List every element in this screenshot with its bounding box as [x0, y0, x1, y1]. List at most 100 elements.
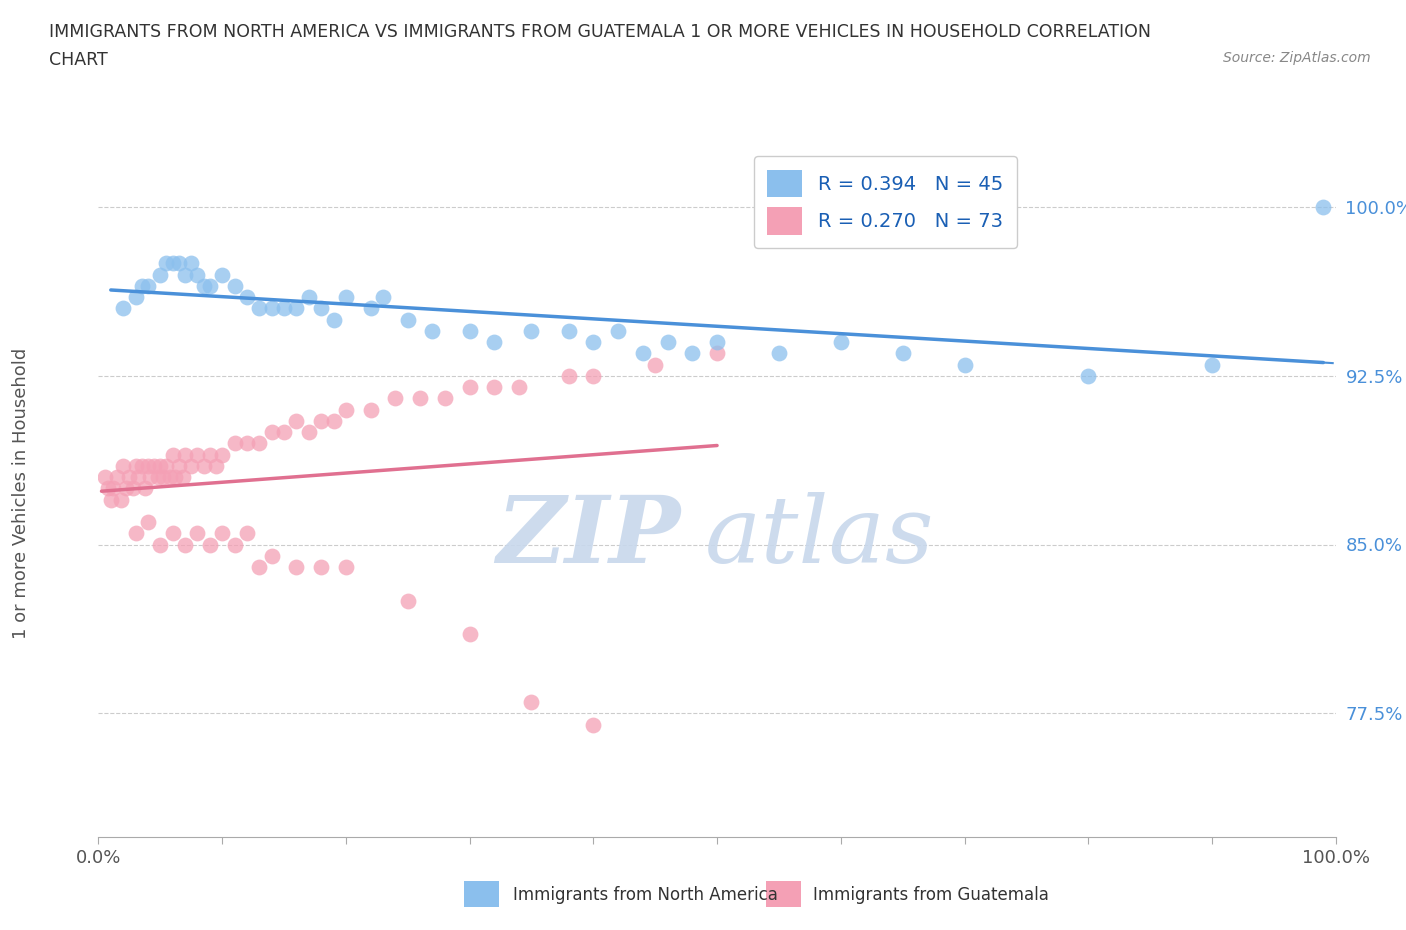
Point	[247, 436, 270, 451]
Point	[146, 470, 169, 485]
Point	[167, 256, 190, 271]
Point	[198, 278, 221, 293]
Point	[186, 267, 208, 282]
Point	[172, 470, 194, 485]
Point	[124, 525, 146, 540]
Point	[520, 324, 543, 339]
Point	[384, 391, 406, 405]
Point	[155, 458, 177, 473]
Text: CHART: CHART	[49, 51, 108, 69]
Point	[134, 481, 156, 496]
Point	[298, 289, 321, 304]
Point	[143, 458, 166, 473]
Text: Source: ZipAtlas.com: Source: ZipAtlas.com	[1223, 51, 1371, 65]
Point	[124, 458, 146, 473]
Point	[1201, 357, 1223, 372]
Point	[285, 300, 308, 315]
Point	[360, 300, 382, 315]
Point	[174, 537, 197, 551]
Point	[247, 560, 270, 575]
Point	[768, 346, 790, 361]
Point	[706, 335, 728, 350]
Point	[131, 458, 153, 473]
Point	[167, 458, 190, 473]
Point	[236, 525, 259, 540]
Point	[103, 481, 125, 496]
Point	[582, 335, 605, 350]
Point	[180, 458, 202, 473]
Point	[953, 357, 976, 372]
Text: Immigrants from North America: Immigrants from North America	[513, 885, 778, 904]
Point	[298, 425, 321, 440]
Point	[224, 436, 246, 451]
Point	[260, 549, 283, 564]
Point	[186, 525, 208, 540]
Point	[285, 413, 308, 428]
Point	[155, 256, 177, 271]
Point	[458, 379, 481, 394]
Point	[205, 458, 228, 473]
Point	[198, 447, 221, 462]
Point	[273, 300, 295, 315]
Point	[149, 458, 172, 473]
Point	[360, 402, 382, 417]
Point	[193, 458, 215, 473]
Point	[335, 289, 357, 304]
Point	[118, 470, 141, 485]
Point	[149, 537, 172, 551]
Point	[112, 458, 135, 473]
Point	[582, 368, 605, 383]
Point	[149, 267, 172, 282]
Point	[174, 267, 197, 282]
Point	[484, 379, 506, 394]
Point	[309, 413, 332, 428]
Point	[520, 695, 543, 710]
Point	[1077, 368, 1099, 383]
Point	[891, 346, 914, 361]
Point	[247, 300, 270, 315]
Point	[644, 357, 666, 372]
Point	[631, 346, 654, 361]
Text: Immigrants from Guatemala: Immigrants from Guatemala	[813, 885, 1049, 904]
Text: 1 or more Vehicles in Household: 1 or more Vehicles in Household	[13, 347, 30, 639]
Point	[582, 717, 605, 732]
Point	[433, 391, 456, 405]
Point	[681, 346, 703, 361]
Point	[131, 278, 153, 293]
Point	[180, 256, 202, 271]
Point	[285, 560, 308, 575]
Point	[260, 425, 283, 440]
Point	[322, 312, 344, 327]
Point	[557, 368, 579, 383]
Point	[162, 525, 184, 540]
Point	[105, 470, 128, 485]
Point	[162, 447, 184, 462]
Point	[211, 525, 233, 540]
Point	[110, 492, 132, 507]
Point	[335, 402, 357, 417]
Point	[484, 335, 506, 350]
Point	[198, 537, 221, 551]
Point	[236, 289, 259, 304]
Point	[607, 324, 630, 339]
Point	[122, 481, 145, 496]
Point	[193, 278, 215, 293]
Text: IMMIGRANTS FROM NORTH AMERICA VS IMMIGRANTS FROM GUATEMALA 1 OR MORE VEHICLES IN: IMMIGRANTS FROM NORTH AMERICA VS IMMIGRA…	[49, 23, 1152, 41]
Point	[706, 346, 728, 361]
Point	[396, 312, 419, 327]
Point	[458, 627, 481, 642]
Point	[458, 324, 481, 339]
Point	[335, 560, 357, 575]
Point	[322, 413, 344, 428]
Point	[830, 335, 852, 350]
Point	[136, 514, 159, 529]
Text: ZIP: ZIP	[496, 492, 681, 582]
Point	[165, 470, 187, 485]
Point	[657, 335, 679, 350]
Point	[224, 278, 246, 293]
Point	[127, 470, 149, 485]
Point	[97, 481, 120, 496]
Point	[112, 300, 135, 315]
Point	[422, 324, 444, 339]
Point	[557, 324, 579, 339]
